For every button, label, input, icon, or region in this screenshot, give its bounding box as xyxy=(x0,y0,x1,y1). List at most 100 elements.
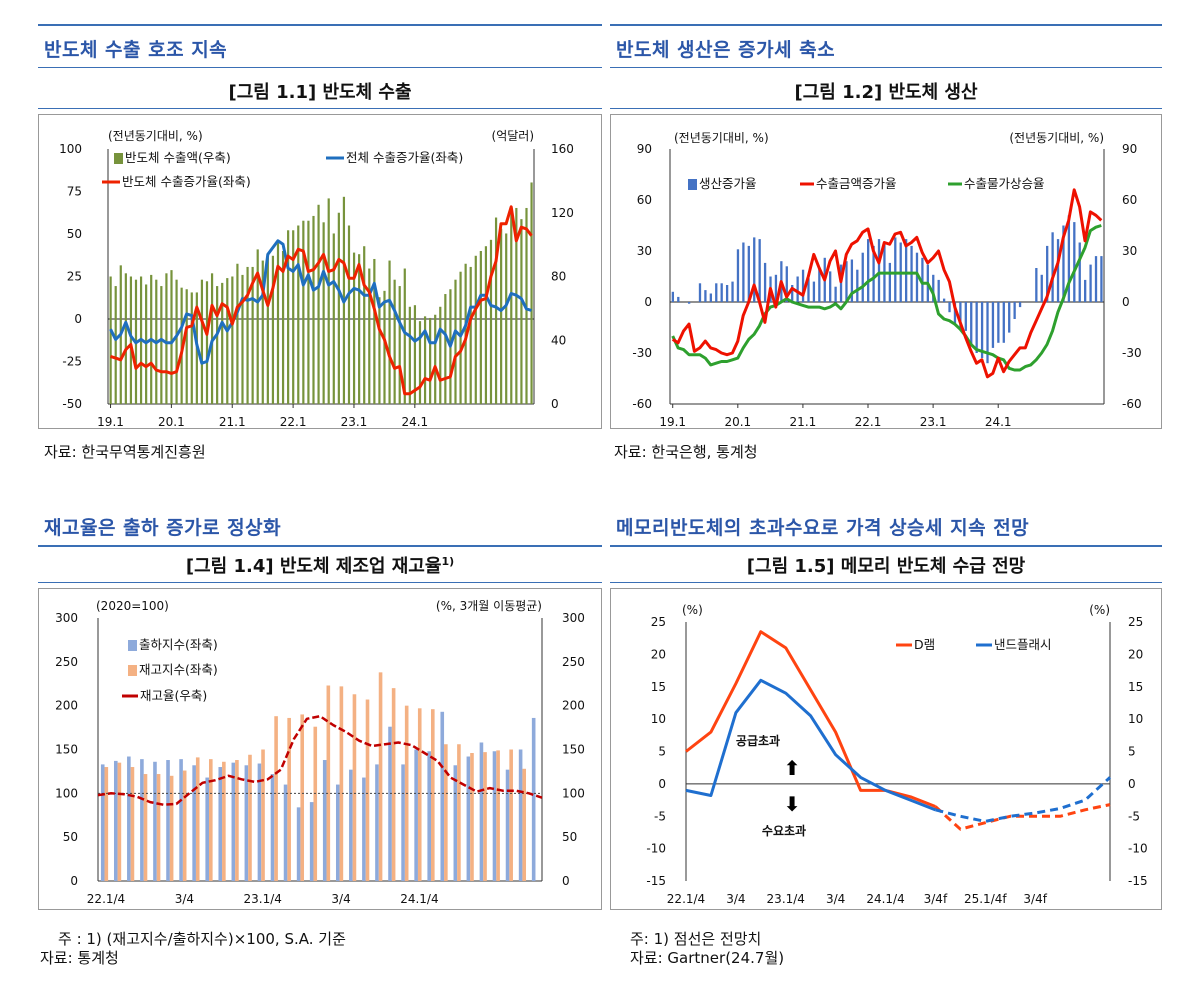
export-amount-bar xyxy=(205,281,209,404)
export-amount-bar xyxy=(489,239,493,404)
right-axis-unit: (억달러) xyxy=(492,129,534,143)
chart-frame xyxy=(38,114,602,429)
shipment-index-bar xyxy=(296,807,301,881)
inventory-index-bar xyxy=(391,688,396,881)
left-axis-unit: (2020=100) xyxy=(96,599,169,613)
production-growth-bar xyxy=(687,302,691,304)
shipment-index-bar xyxy=(453,765,458,881)
panel-heading: 재고율은 출하 증가로 정상화 xyxy=(44,517,282,539)
nand-actual-line xyxy=(685,678,936,812)
shipment-index-bar xyxy=(283,784,288,881)
right-tick-label: 250 xyxy=(562,655,585,669)
left-tick-label: 50 xyxy=(67,227,82,241)
shipment-index-bar xyxy=(518,749,523,881)
right-tick-label: -15 xyxy=(1128,874,1148,888)
production-growth-bar xyxy=(720,283,723,302)
production-growth-bar xyxy=(774,274,778,302)
production-growth-bar xyxy=(671,291,675,302)
shipment-index-bar xyxy=(388,726,392,881)
production-growth-bar xyxy=(839,264,843,302)
shipment-index-bar xyxy=(166,760,170,881)
figure-title-rule xyxy=(610,108,1162,109)
panel-semiconductor-production: 반도체 생산은 증가세 축소 [그림 1.2] 반도체 생산 -60 -30 0 30… xyxy=(610,24,1162,464)
legend-shipment-label: 출하지수(좌축) xyxy=(139,637,218,652)
inventory-index-bar xyxy=(313,726,318,881)
right-tick-label: 10 xyxy=(1128,712,1143,726)
production-growth-bar xyxy=(991,302,995,348)
figure-title: [그림 1.1] 반도체 수출 xyxy=(228,82,412,103)
shipment-index-bar xyxy=(192,765,196,881)
right-tick-label: -60 xyxy=(1122,397,1142,411)
right-tick-label: -10 xyxy=(1128,842,1148,856)
production-growth-bar xyxy=(1067,215,1071,302)
x-tick-label: 23.1 xyxy=(341,415,368,429)
left-tick-label: 0 xyxy=(74,312,82,326)
left-tick-label: 10 xyxy=(651,712,666,726)
export-amount-bar xyxy=(484,246,488,404)
shipment-index-bar xyxy=(140,759,144,881)
export-amount-bar xyxy=(479,251,482,404)
production-growth-bar xyxy=(801,269,805,302)
shipment-index-bar xyxy=(179,759,183,881)
inventory-index-bar xyxy=(509,749,513,881)
inventory-index-bar xyxy=(156,774,161,881)
shipment-index-bar xyxy=(531,717,536,881)
right-tick-label: 40 xyxy=(551,333,566,347)
demand-excess-label: 수요초과 xyxy=(762,823,806,838)
production-growth-bar xyxy=(763,262,767,302)
export-amount-bar xyxy=(337,212,340,404)
right-tick-label: 20 xyxy=(1128,647,1143,661)
export-amount-bar xyxy=(256,249,259,404)
legend-inventory-label: 재고지수(좌축) xyxy=(139,662,218,677)
production-growth-bar xyxy=(986,302,989,364)
figure-title-rule xyxy=(38,582,602,583)
export-amount-bar xyxy=(160,286,163,404)
inventory-index-bar xyxy=(457,744,461,881)
export-amount-bar xyxy=(322,222,325,404)
x-tick-label: 20.1 xyxy=(158,415,185,429)
production-growth-bar xyxy=(1051,232,1054,302)
inventory-index-bar xyxy=(483,752,487,881)
source-note: 자료: 한국은행, 통계청 xyxy=(614,443,758,461)
right-tick-label: 0 xyxy=(562,874,570,888)
x-tick-label: 24.1/4 xyxy=(866,892,904,906)
production-growth-bar xyxy=(964,302,967,331)
inventory-index-bar xyxy=(300,714,305,881)
production-growth-bar xyxy=(970,302,973,347)
right-tick-label: 5 xyxy=(1128,745,1136,759)
production-growth-bar xyxy=(807,278,810,302)
production-growth-bar xyxy=(747,245,750,302)
production-growth-bar xyxy=(1084,279,1087,302)
left-tick-label: 50 xyxy=(63,830,78,844)
export-amount-bar xyxy=(226,278,229,404)
legend-dram-label: D램 xyxy=(914,637,935,652)
inventory-index-bar xyxy=(522,768,527,881)
export-amount-bar xyxy=(251,266,254,404)
left-tick-label: -30 xyxy=(632,346,652,360)
production-growth-bar xyxy=(959,302,962,328)
production-growth-bar xyxy=(904,239,908,302)
export-amount-bar xyxy=(494,217,498,404)
left-tick-label: 100 xyxy=(55,786,78,800)
inventory-index-bar xyxy=(326,685,331,881)
production-growth-bar xyxy=(1089,264,1092,302)
left-tick-label: -25 xyxy=(62,355,82,369)
export-amount-bar xyxy=(165,273,168,404)
export-amount-bar xyxy=(347,225,351,404)
export-amount-bar xyxy=(241,274,244,404)
production-growth-bar xyxy=(850,259,854,302)
right-tick-label: -5 xyxy=(1128,809,1140,823)
export-amount-bar xyxy=(378,297,381,404)
right-axis-unit: (전년동기대비, %) xyxy=(1009,131,1104,145)
shipment-index-bar xyxy=(466,756,471,881)
inventory-index-bar xyxy=(182,770,187,881)
x-tick-label: 19.1 xyxy=(659,415,686,429)
left-tick-label: 60 xyxy=(637,193,652,207)
shipment-index-bar xyxy=(505,769,510,881)
production-growth-bar xyxy=(997,302,1000,343)
export-amount-bar xyxy=(292,230,295,404)
figure-title-rule xyxy=(610,582,1162,583)
export-amount-bar xyxy=(327,198,330,404)
shipment-index-bar xyxy=(414,749,418,881)
export-amount-bar xyxy=(429,317,432,404)
